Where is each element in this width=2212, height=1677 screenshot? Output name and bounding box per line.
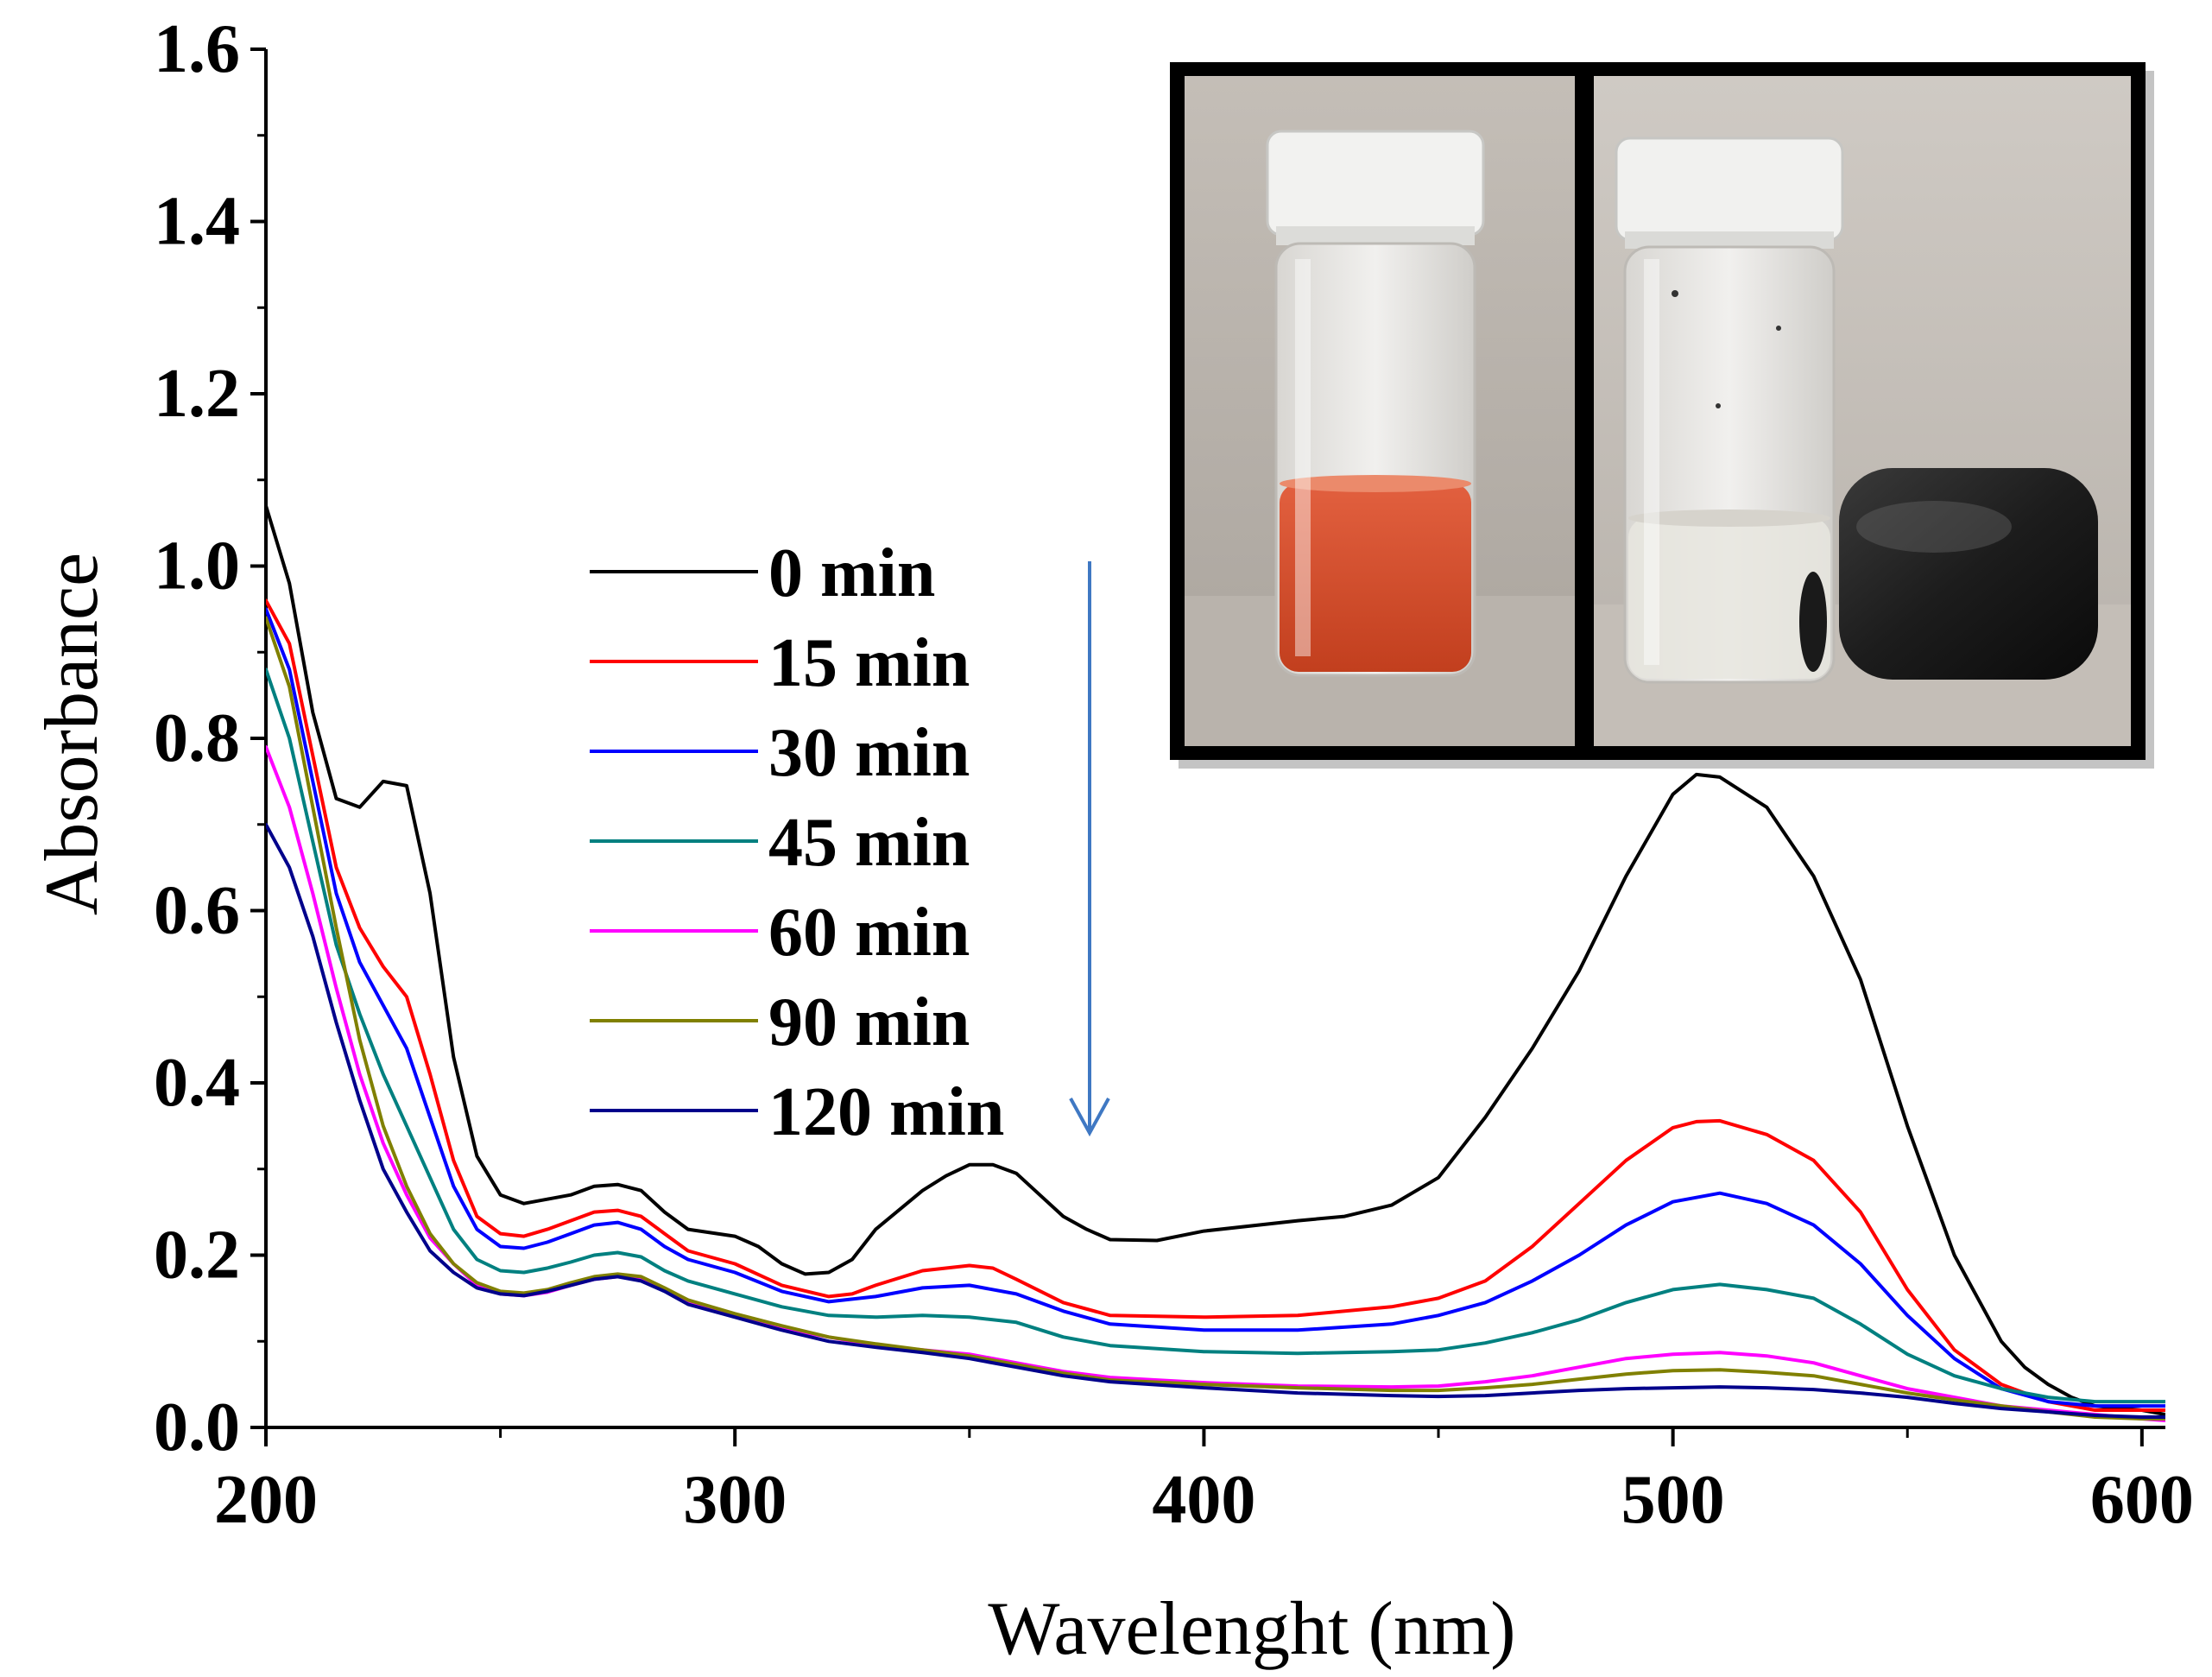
x-axis-title: Wavelenght (nm): [988, 1587, 1515, 1671]
legend-label: 60 min: [768, 895, 970, 971]
legend-label: 15 min: [768, 625, 970, 701]
series-line-0-min: [266, 503, 2165, 1416]
series-line-30-min: [266, 607, 2165, 1408]
x-tick-label: 500: [1621, 1462, 1725, 1538]
y-tick-label: 1.0: [154, 528, 240, 604]
x-tick-label: 600: [2090, 1462, 2194, 1538]
axis-ticks: 200 300 400 500 600 0.0 0.2 0.4 0.6 0.8 1.0 1.2 1.4 1…: [154, 11, 2194, 1538]
down-arrow-icon: [1069, 561, 1110, 1137]
x-tick-label: 400: [1152, 1462, 1255, 1538]
series-line-60-min: [266, 745, 2165, 1422]
series-line-45-min: [266, 668, 2165, 1404]
legend-label: 0 min: [768, 535, 935, 611]
red-dye-vial-photo: [1185, 76, 1575, 746]
legend: 0 min 15 min 30 min 45 min 60 min 90 min 120 m…: [590, 535, 1004, 1150]
y-tick-label: 0.4: [154, 1045, 240, 1121]
y-tick-label: 1.2: [154, 356, 240, 432]
inset-photo: [1170, 62, 2154, 769]
magnet-photo: [1839, 468, 2098, 680]
y-tick-label: 0.6: [154, 873, 240, 949]
y-tick-label: 0.0: [154, 1389, 240, 1465]
y-tick-label: 0.8: [154, 700, 240, 776]
y-tick-label: 1.6: [154, 11, 240, 87]
series-line-90-min: [266, 616, 2165, 1421]
x-tick-label: 200: [214, 1462, 318, 1538]
decolorized-vial-photo: [1594, 76, 2131, 746]
y-tick-label: 0.2: [154, 1218, 240, 1294]
series-line-15-min: [266, 598, 2165, 1412]
legend-label: 30 min: [768, 715, 970, 791]
legend-label: 90 min: [768, 984, 970, 1060]
legend-label: 120 min: [768, 1074, 1004, 1150]
series-line-120-min: [266, 822, 2165, 1419]
series-lines: [266, 503, 2165, 1422]
x-tick-label: 300: [683, 1462, 787, 1538]
y-tick-label: 1.4: [154, 184, 240, 260]
y-axis-title: Absorbance: [30, 553, 114, 915]
legend-label: 45 min: [768, 805, 970, 881]
